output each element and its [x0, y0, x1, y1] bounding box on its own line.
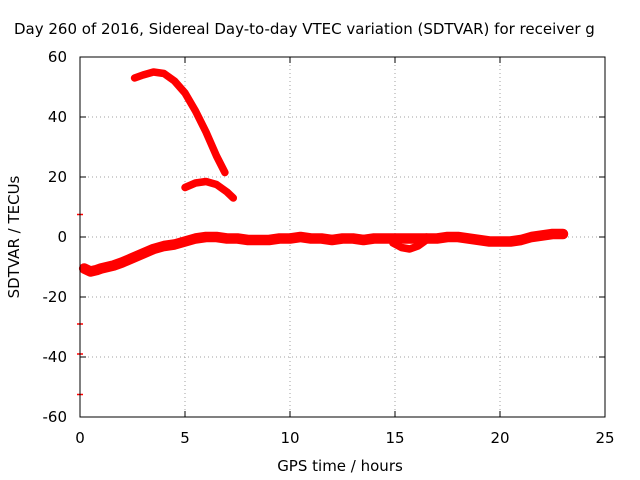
y-tick-label: -40	[43, 348, 68, 366]
x-tick-label: 5	[180, 429, 190, 447]
data-series	[77, 68, 569, 396]
series-upper-arc	[130, 68, 229, 177]
x-axis-label: GPS time / hours	[277, 457, 403, 475]
series-dip-near-15h	[389, 237, 429, 253]
y-tick-label: -60	[43, 408, 68, 426]
chart-title: Day 260 of 2016, Sidereal Day-to-day VTE…	[14, 20, 595, 38]
x-tick-label: 25	[595, 429, 614, 447]
series-main-band	[78, 231, 432, 277]
y-tick-label: 40	[48, 108, 67, 126]
plot-frame	[79, 56, 606, 418]
axis-ticks: 0 5 10 15 20 25 -60 -40 -20 0 20 40 60	[43, 48, 615, 447]
y-tick-label: 0	[57, 228, 67, 246]
series-late-band	[421, 228, 569, 247]
y-tick-label: -20	[43, 288, 68, 306]
y-axis-label: SDTVAR / TECUs	[5, 175, 23, 298]
x-tick-label: 20	[490, 429, 509, 447]
x-tick-label: 15	[385, 429, 404, 447]
series-middle-arc	[181, 177, 238, 202]
y-tick-label: 60	[48, 48, 67, 66]
y-tick-label: 20	[48, 168, 67, 186]
x-tick-label: 10	[280, 429, 299, 447]
x-tick-label: 0	[75, 429, 85, 447]
